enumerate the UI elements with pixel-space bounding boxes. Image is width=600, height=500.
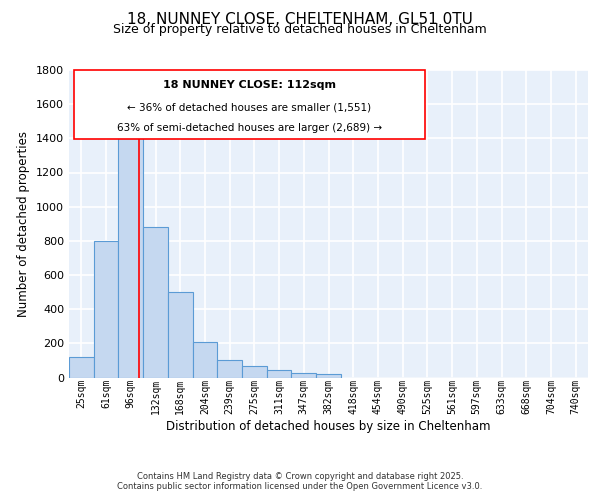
Text: Size of property relative to detached houses in Cheltenham: Size of property relative to detached ho… — [113, 22, 487, 36]
Text: 63% of semi-detached houses are larger (2,689) →: 63% of semi-detached houses are larger (… — [117, 123, 382, 133]
FancyBboxPatch shape — [74, 70, 425, 139]
Y-axis label: Number of detached properties: Number of detached properties — [17, 130, 31, 317]
Bar — [143, 227, 168, 378]
Bar — [292, 373, 316, 378]
Bar — [242, 366, 267, 378]
Bar — [94, 241, 118, 378]
Bar — [193, 342, 217, 378]
Text: 18 NUNNEY CLOSE: 112sqm: 18 NUNNEY CLOSE: 112sqm — [163, 80, 336, 90]
Bar — [316, 374, 341, 378]
Bar — [267, 370, 292, 378]
Text: ← 36% of detached houses are smaller (1,551): ← 36% of detached houses are smaller (1,… — [127, 102, 371, 113]
Text: Contains HM Land Registry data © Crown copyright and database right 2025.: Contains HM Land Registry data © Crown c… — [137, 472, 463, 481]
Text: 18, NUNNEY CLOSE, CHELTENHAM, GL51 0TU: 18, NUNNEY CLOSE, CHELTENHAM, GL51 0TU — [127, 12, 473, 28]
X-axis label: Distribution of detached houses by size in Cheltenham: Distribution of detached houses by size … — [166, 420, 491, 432]
Bar — [118, 121, 143, 378]
Bar — [217, 360, 242, 378]
Text: Contains public sector information licensed under the Open Government Licence v3: Contains public sector information licen… — [118, 482, 482, 491]
Bar — [69, 357, 94, 378]
Bar — [168, 292, 193, 378]
